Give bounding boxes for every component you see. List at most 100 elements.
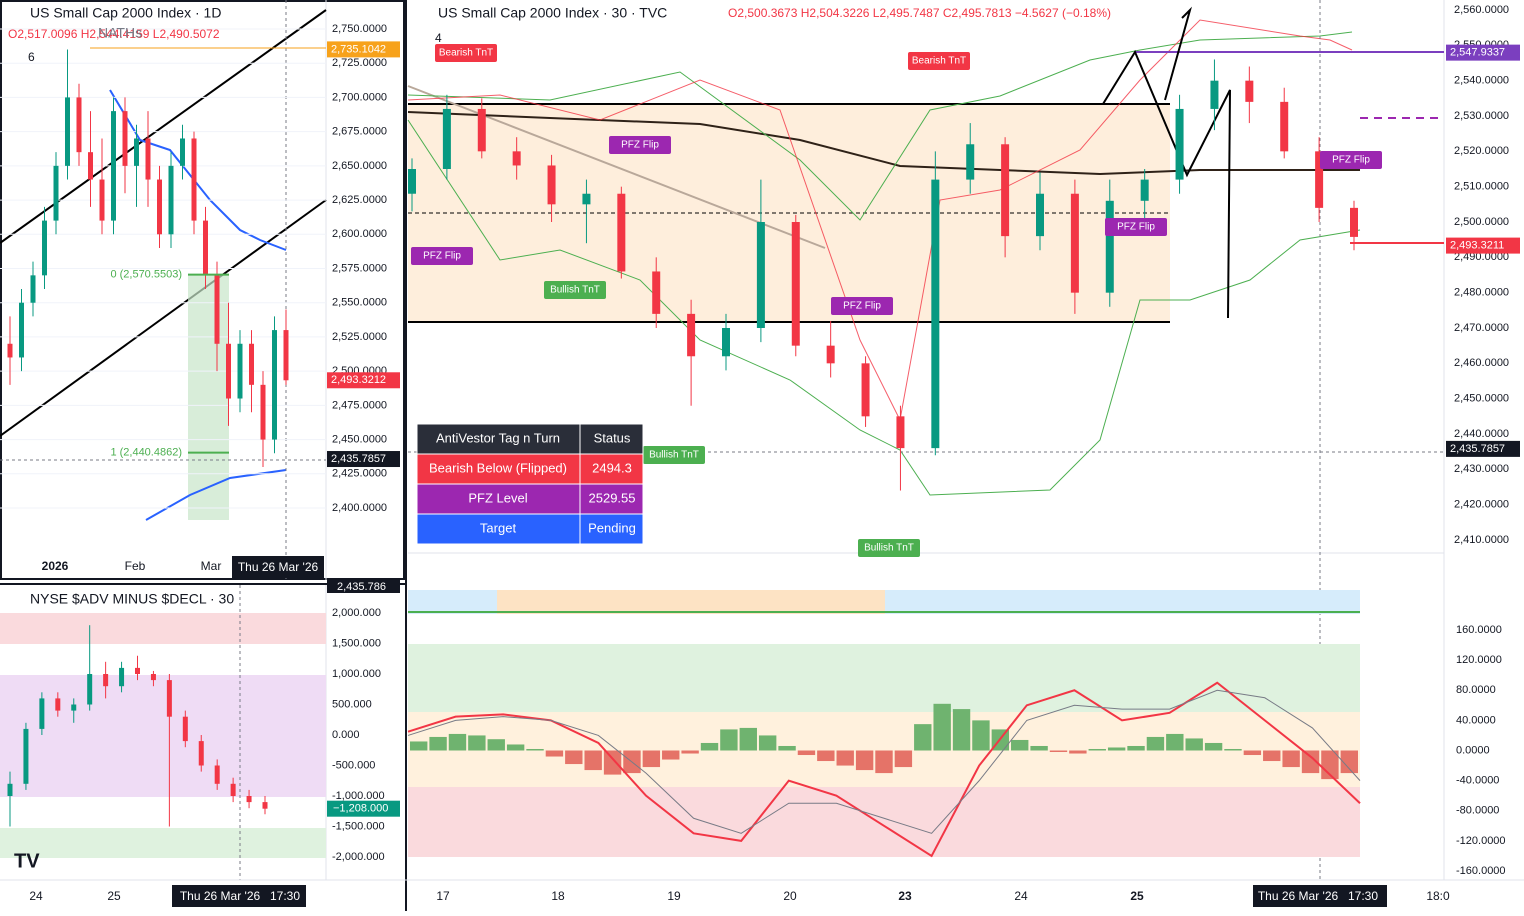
candle-body	[168, 165, 174, 235]
candle-body	[7, 783, 13, 796]
signal-tag	[411, 247, 473, 265]
signal-tag	[1105, 218, 1167, 236]
histogram-bar	[681, 750, 699, 754]
price-tag	[1446, 440, 1520, 457]
signal-tag	[609, 136, 671, 154]
histogram-bar	[1185, 738, 1203, 751]
chart-title: US Small Cap 2000 Index · 30 · TVC	[438, 5, 667, 21]
candle-body	[214, 765, 220, 784]
y-tick-label: 2,525.0000	[332, 331, 387, 343]
signal-tag-label: PFZ Flip	[423, 251, 461, 262]
y-tick-label: 160.0000	[1456, 624, 1502, 636]
histogram-bar	[1069, 750, 1087, 754]
table-cell: PFZ Level	[468, 490, 527, 505]
lower-band	[407, 119, 1361, 496]
table-cell: Target	[480, 520, 517, 535]
x-tick-label: 24	[29, 889, 43, 903]
candle-body	[1036, 193, 1044, 237]
candle-body	[150, 674, 156, 681]
y-tick-label: 2,400.0000	[332, 502, 387, 514]
y-tick-label: -500.000	[332, 759, 375, 771]
price-tag	[1446, 44, 1520, 61]
table-cell: AntiVestor Tag n Turn	[436, 430, 560, 445]
oscillator-line	[407, 681, 1361, 858]
panel-frame	[0, 0, 405, 580]
candle-body	[477, 108, 486, 152]
histogram-bar	[1030, 745, 1048, 751]
legend-toggle: 4	[435, 31, 442, 45]
crosshair-label: Thu 26 Mar '26	[238, 560, 319, 574]
zone-mid	[0, 675, 326, 797]
histogram-bar	[1011, 739, 1029, 751]
candle-body	[111, 111, 116, 221]
candle-body	[157, 179, 162, 235]
signal-tag-label: Bearish TnT	[912, 56, 966, 67]
y-tick-label: 2,675.0000	[332, 126, 387, 138]
table-cell: 2529.55	[589, 490, 636, 505]
candle-body	[262, 802, 268, 809]
x-tick-label: 2026	[42, 559, 69, 573]
price-tag	[1446, 237, 1520, 254]
oscillator-line	[407, 689, 1361, 834]
band-line	[407, 19, 1353, 422]
candle-body	[135, 667, 140, 674]
histogram-bar	[506, 744, 525, 751]
signal-tag	[858, 539, 920, 557]
histogram-bar	[1282, 750, 1300, 768]
y-tick-label: 2,540.0000	[1454, 75, 1509, 87]
histogram-bar	[914, 724, 932, 751]
candle-body	[931, 179, 940, 449]
histogram-bar	[1146, 736, 1165, 751]
histogram-bar	[584, 750, 602, 771]
histogram-bar	[429, 736, 447, 751]
y-tick-label: 2,725.0000	[332, 57, 387, 69]
signal-tag	[643, 446, 705, 464]
projection	[1102, 49, 1231, 319]
candle-body	[182, 716, 188, 742]
histogram-bar	[817, 750, 835, 762]
note: NATHs	[98, 25, 142, 41]
candle-body	[1350, 207, 1358, 237]
y-tick-label: -120.0000	[1456, 835, 1506, 847]
candle-body	[214, 275, 220, 344]
trend-line	[407, 85, 826, 249]
candle-body	[87, 674, 93, 705]
price-tag	[327, 800, 400, 817]
candle-body	[249, 343, 254, 385]
crosshair-label: Thu 26 Mar '26	[1258, 889, 1339, 903]
signal-tag	[831, 297, 893, 315]
price-tag	[327, 41, 400, 58]
histogram-bar	[468, 735, 486, 751]
price-tag-label: 2,493.3212	[331, 374, 386, 386]
histogram-bar	[855, 750, 874, 771]
x-tick-label: 24	[1014, 889, 1028, 903]
table-row	[416, 453, 644, 485]
candle-body	[230, 783, 236, 796]
histogram-bar	[933, 703, 951, 751]
y-tick-label: 2,575.0000	[332, 262, 387, 274]
histogram-bar	[603, 750, 622, 775]
fib-label: 1 (2,440.4862)	[110, 446, 182, 458]
histogram-bar	[1166, 733, 1184, 751]
candle-body	[65, 97, 70, 166]
signal-tag	[544, 281, 606, 299]
y-tick-label: 2,520.0000	[1454, 145, 1509, 157]
histogram-bar	[642, 750, 661, 768]
histogram-bar	[565, 750, 583, 765]
logo: TV	[14, 850, 40, 872]
y-tick-label: -1,500.000	[332, 820, 385, 832]
histogram-bar	[700, 742, 719, 751]
histogram-bar	[545, 750, 564, 757]
y-tick-label: -80.0000	[1456, 805, 1499, 817]
crosshair-label-bg	[232, 556, 324, 578]
candle-body	[119, 667, 125, 687]
chart-title: US Small Cap 2000 Index · 1D	[30, 5, 221, 21]
y-tick-label: 0.000	[332, 729, 360, 741]
candle-body	[756, 222, 765, 328]
y-tick-label: -160.0000	[1456, 865, 1506, 877]
histogram-bar	[662, 750, 680, 760]
candle-body	[1210, 80, 1219, 109]
y-tick-label: 2,475.0000	[332, 399, 387, 411]
candle-body	[1140, 179, 1149, 201]
candle-body	[166, 680, 172, 717]
